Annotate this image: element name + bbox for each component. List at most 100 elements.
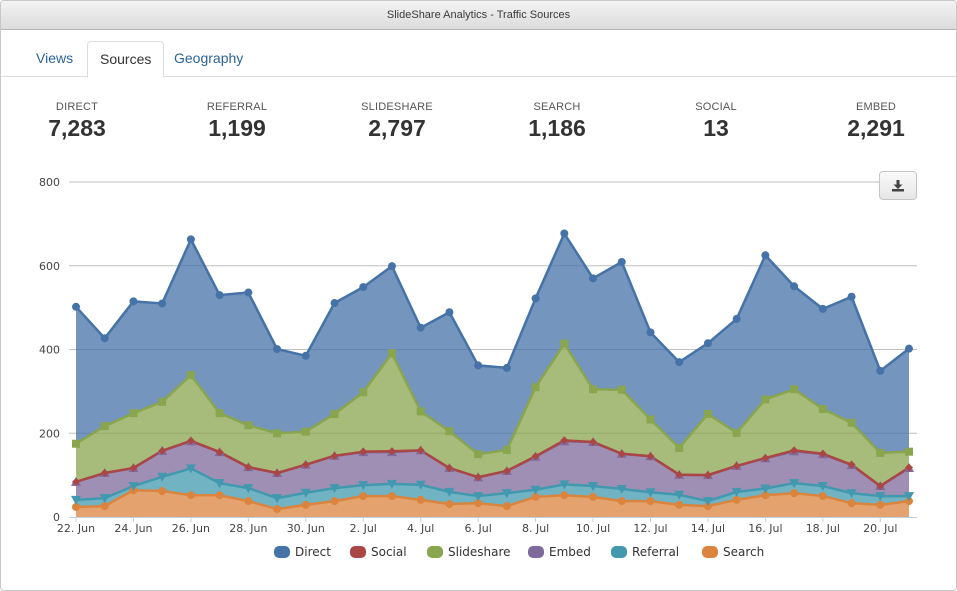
point-search[interactable]	[531, 492, 540, 501]
point-social[interactable]	[273, 469, 282, 478]
point-direct[interactable]	[589, 274, 598, 283]
point-slideshare[interactable]	[761, 395, 770, 404]
point-social[interactable]	[646, 452, 655, 461]
tab-views[interactable]: Views	[36, 50, 74, 66]
point-direct[interactable]	[474, 361, 483, 370]
point-slideshare[interactable]	[617, 385, 626, 394]
point-social[interactable]	[502, 466, 511, 475]
point-referral[interactable]	[588, 482, 599, 492]
point-slideshare[interactable]	[703, 409, 712, 418]
point-direct[interactable]	[330, 299, 339, 308]
point-referral[interactable]	[185, 464, 196, 474]
point-search[interactable]	[416, 495, 425, 504]
point-slideshare[interactable]	[330, 409, 339, 418]
point-direct[interactable]	[703, 339, 712, 348]
point-referral[interactable]	[674, 490, 685, 500]
point-referral[interactable]	[272, 494, 283, 504]
point-direct[interactable]	[445, 308, 454, 317]
point-slideshare[interactable]	[301, 427, 310, 436]
download-button[interactable]	[879, 171, 917, 200]
point-slideshare[interactable]	[589, 385, 598, 394]
point-referral[interactable]	[760, 484, 771, 494]
point-search[interactable]	[445, 500, 454, 509]
point-search[interactable]	[589, 492, 598, 501]
point-slideshare[interactable]	[72, 439, 80, 448]
point-direct[interactable]	[215, 291, 224, 300]
point-social[interactable]	[761, 453, 770, 462]
point-referral[interactable]	[214, 479, 225, 489]
point-direct[interactable]	[416, 323, 425, 332]
point-slideshare[interactable]	[186, 371, 195, 380]
point-direct[interactable]	[100, 334, 109, 343]
point-search[interactable]	[72, 502, 80, 511]
point-slideshare[interactable]	[790, 385, 799, 394]
point-referral[interactable]	[731, 487, 742, 497]
point-slideshare[interactable]	[560, 339, 569, 348]
point-search[interactable]	[502, 502, 511, 511]
point-referral[interactable]	[444, 487, 455, 497]
point-direct[interactable]	[301, 351, 310, 360]
point-slideshare[interactable]	[359, 388, 368, 397]
point-search[interactable]	[560, 491, 569, 500]
point-referral[interactable]	[300, 488, 311, 498]
point-referral[interactable]	[243, 484, 254, 494]
point-referral[interactable]	[99, 494, 110, 504]
point-direct[interactable]	[732, 314, 741, 323]
point-direct[interactable]	[646, 328, 655, 337]
point-slideshare[interactable]	[847, 418, 856, 427]
point-social[interactable]	[186, 436, 195, 445]
point-slideshare[interactable]	[100, 422, 109, 431]
point-referral[interactable]	[473, 492, 484, 502]
point-social[interactable]	[847, 460, 856, 469]
point-search[interactable]	[703, 502, 712, 511]
point-direct[interactable]	[158, 299, 167, 308]
point-slideshare[interactable]	[215, 409, 224, 418]
point-search[interactable]	[790, 489, 799, 498]
point-slideshare[interactable]	[387, 349, 396, 358]
point-slideshare[interactable]	[244, 421, 253, 430]
point-direct[interactable]	[847, 292, 856, 301]
point-referral[interactable]	[789, 479, 800, 489]
point-slideshare[interactable]	[818, 404, 827, 413]
tab-sources[interactable]: Sources	[87, 41, 165, 78]
point-direct[interactable]	[617, 257, 626, 266]
point-direct[interactable]	[560, 229, 569, 238]
point-social[interactable]	[790, 446, 799, 455]
point-direct[interactable]	[359, 283, 368, 292]
point-search[interactable]	[301, 500, 310, 509]
point-search[interactable]	[387, 492, 396, 501]
point-referral[interactable]	[616, 484, 627, 494]
point-referral[interactable]	[875, 492, 886, 502]
point-social[interactable]	[905, 463, 913, 472]
point-social[interactable]	[129, 464, 138, 473]
point-slideshare[interactable]	[129, 409, 138, 418]
point-slideshare[interactable]	[158, 397, 167, 406]
point-slideshare[interactable]	[675, 443, 684, 452]
legend-item-search[interactable]: Search	[702, 545, 764, 559]
point-slideshare[interactable]	[273, 429, 282, 438]
point-slideshare[interactable]	[474, 450, 483, 459]
point-search[interactable]	[646, 497, 655, 506]
point-social[interactable]	[330, 451, 339, 460]
point-slideshare[interactable]	[416, 407, 425, 416]
point-search[interactable]	[359, 492, 368, 501]
point-social[interactable]	[818, 449, 827, 458]
point-social[interactable]	[244, 463, 253, 472]
point-direct[interactable]	[72, 302, 80, 311]
point-search[interactable]	[244, 497, 253, 506]
point-direct[interactable]	[244, 288, 253, 297]
point-referral[interactable]	[128, 482, 139, 492]
point-referral[interactable]	[846, 489, 857, 499]
legend-item-slideshare[interactable]: Slideshare	[427, 545, 511, 559]
point-social[interactable]	[876, 482, 885, 491]
point-slideshare[interactable]	[876, 448, 885, 457]
point-referral[interactable]	[329, 484, 340, 494]
point-referral[interactable]	[702, 497, 713, 507]
point-slideshare[interactable]	[502, 446, 511, 454]
point-social[interactable]	[474, 473, 483, 482]
point-social[interactable]	[72, 477, 80, 486]
point-search[interactable]	[617, 497, 626, 506]
point-social[interactable]	[416, 446, 425, 455]
point-search[interactable]	[876, 500, 885, 509]
point-direct[interactable]	[905, 344, 913, 353]
